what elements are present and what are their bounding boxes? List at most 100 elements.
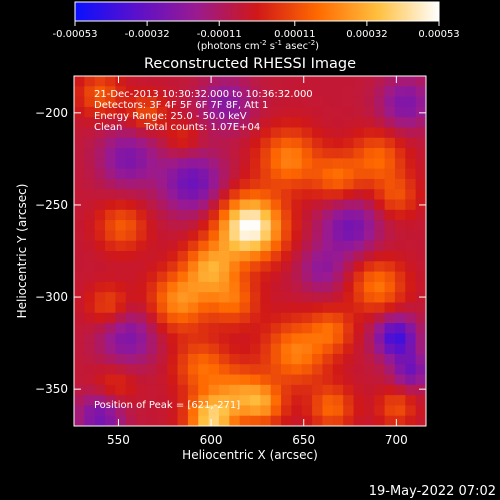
heatmap-cell xyxy=(156,106,168,118)
heatmap-cell xyxy=(136,117,148,129)
heatmap-cell xyxy=(415,137,426,149)
heatmap-cell xyxy=(322,86,334,98)
heatmap-cell xyxy=(281,168,293,180)
heatmap-cell xyxy=(353,251,365,262)
heatmap-cell xyxy=(229,189,241,201)
heatmap-cell xyxy=(198,106,210,118)
heatmap-cell xyxy=(332,323,344,334)
x-tick-label: 650 xyxy=(292,433,315,447)
heatmap-cell xyxy=(218,343,230,355)
heatmap-cell xyxy=(353,415,365,426)
heatmap-cell xyxy=(208,178,220,190)
heatmap-cell xyxy=(343,220,355,232)
heatmap-cell xyxy=(115,127,127,139)
heatmap-cell xyxy=(332,271,344,283)
heatmap-cell xyxy=(343,374,355,386)
heatmap-cell xyxy=(312,333,324,345)
heatmap-cell xyxy=(405,168,417,180)
heatmap-cell xyxy=(343,178,355,190)
heatmap-cell xyxy=(94,240,106,252)
heatmap-cell xyxy=(208,127,220,139)
heatmap-cell xyxy=(105,137,117,149)
heatmap-cell xyxy=(146,364,158,376)
heatmap-cell xyxy=(291,220,303,232)
heatmap-cell xyxy=(156,251,168,262)
heatmap-cell xyxy=(167,220,179,232)
heatmap-cell xyxy=(136,127,148,139)
heatmap-cell xyxy=(167,189,179,201)
heatmap-cell xyxy=(167,251,179,262)
heatmap-cell xyxy=(374,343,386,355)
heatmap-cell xyxy=(281,209,293,221)
heatmap-cell xyxy=(125,178,137,190)
heatmap-cell xyxy=(239,251,251,262)
heatmap-cell xyxy=(301,261,313,273)
heatmap-cell xyxy=(105,374,117,386)
heatmap-cell xyxy=(394,384,406,396)
heatmap-cell xyxy=(239,158,251,170)
heatmap-cell xyxy=(281,312,293,324)
heatmap-cell xyxy=(353,158,365,170)
heatmap-cell xyxy=(332,168,344,180)
heatmap-cell xyxy=(218,333,230,345)
heatmap-cell xyxy=(94,76,106,87)
heatmap-cell xyxy=(239,374,251,386)
heatmap-cell xyxy=(394,312,406,324)
heatmap-cell xyxy=(94,343,106,355)
heatmap-cell xyxy=(281,137,293,149)
heatmap-cell xyxy=(363,76,375,87)
heatmap-cell xyxy=(270,158,282,170)
heatmap-cell xyxy=(343,405,355,417)
heatmap-cell xyxy=(405,86,417,98)
heatmap-cell xyxy=(384,292,396,304)
heatmap-cell xyxy=(415,333,426,345)
heatmap-cell xyxy=(218,209,230,221)
heatmap-cell xyxy=(270,106,282,118)
heatmap-cell xyxy=(115,395,127,407)
heatmap-cell xyxy=(415,189,426,201)
heatmap-cell xyxy=(332,302,344,314)
heatmap-cell xyxy=(291,353,303,365)
heatmap-cell xyxy=(187,230,199,242)
heatmap-cell xyxy=(187,158,199,170)
heatmap-cell xyxy=(229,374,241,386)
heatmap-cell xyxy=(156,261,168,273)
heatmap-cell xyxy=(270,405,282,417)
heatmap-cell xyxy=(208,302,220,314)
heatmap-cell xyxy=(229,343,241,355)
heatmap-cell xyxy=(250,209,261,221)
heatmap-cell xyxy=(363,333,375,345)
heatmap-cell xyxy=(270,137,282,149)
heatmap-cell xyxy=(312,251,324,262)
heatmap-cell xyxy=(84,395,96,407)
heatmap-cell xyxy=(229,240,241,252)
heatmap-cell xyxy=(374,364,386,376)
heatmap-cell xyxy=(239,353,251,365)
colorbar-tick-label: 0.00053 xyxy=(418,29,459,40)
heatmap-cell xyxy=(384,96,396,108)
heatmap-cell xyxy=(384,240,396,252)
heatmap-cell xyxy=(312,240,324,252)
heatmap-cell xyxy=(301,271,313,283)
heatmap-cell xyxy=(353,374,365,386)
heatmap-cell xyxy=(384,415,396,426)
heatmap-cell xyxy=(301,364,313,376)
heatmap-cell xyxy=(115,220,127,232)
heatmap-cell xyxy=(105,395,117,407)
heatmap-cell xyxy=(415,240,426,252)
heatmap-cell xyxy=(84,333,96,345)
heatmap-cell xyxy=(167,395,179,407)
heatmap-cell xyxy=(270,148,282,159)
heatmap-cell xyxy=(291,86,303,98)
heatmap-cell xyxy=(260,343,272,355)
heatmap-cell xyxy=(74,302,85,314)
heatmap-cell xyxy=(208,96,220,108)
heatmap-cell xyxy=(115,230,127,242)
heatmap-cell xyxy=(146,199,158,211)
heatmap-cell xyxy=(177,220,189,232)
heatmap-cell xyxy=(208,168,220,180)
heatmap-cell xyxy=(415,251,426,262)
heatmap-cell xyxy=(125,292,137,304)
heatmap-cell xyxy=(260,292,272,304)
heatmap-cell xyxy=(291,137,303,149)
